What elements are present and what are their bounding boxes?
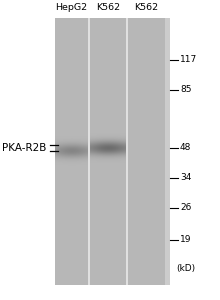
Text: PKA-R2B: PKA-R2B [2,143,46,153]
Text: K562: K562 [96,3,120,12]
Text: HepG2: HepG2 [55,3,87,12]
Text: K562: K562 [134,3,158,12]
Text: 117: 117 [180,56,197,64]
Text: 19: 19 [180,236,191,244]
Text: 48: 48 [180,143,191,152]
Text: 26: 26 [180,203,191,212]
Text: 34: 34 [180,173,191,182]
Text: (kD): (kD) [176,263,195,272]
Text: 85: 85 [180,85,191,94]
